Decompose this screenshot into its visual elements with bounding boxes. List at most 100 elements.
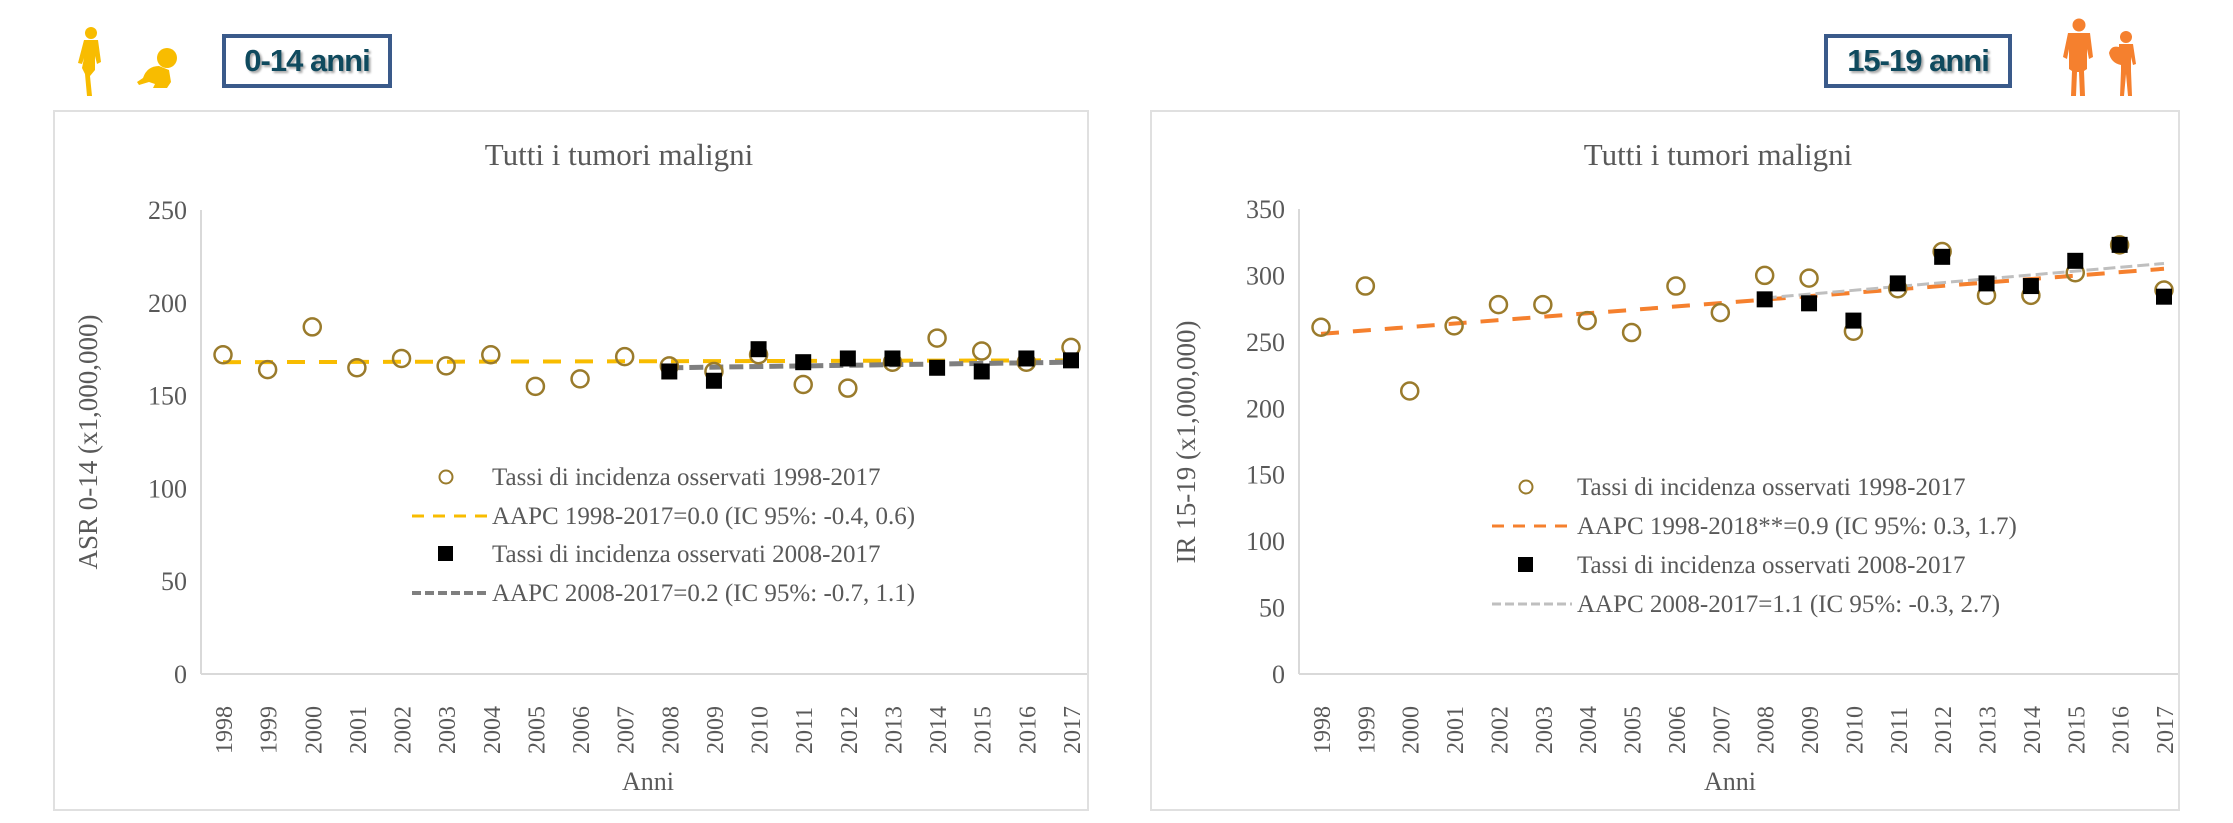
data-point-circle xyxy=(1577,310,1597,331)
data-point-circle xyxy=(838,378,858,398)
data-point-circle xyxy=(1710,302,1731,323)
x-axis-label: Anni xyxy=(622,767,674,796)
legend-label: Tassi di incidenza osservati 2008-2017 xyxy=(1577,552,1965,579)
legend-symbol-circle xyxy=(438,469,454,485)
x-tick-label: 2015 xyxy=(2064,706,2090,754)
x-tick-label: 2014 xyxy=(926,706,952,754)
data-point-circle xyxy=(1621,322,1642,343)
data-point-square xyxy=(1063,352,1079,369)
data-point-square xyxy=(795,354,812,371)
x-tick-label: 2001 xyxy=(1443,706,1469,754)
chart-frame-0-14: Tutti i tumori maligni ASR 0-14 (x1,000,… xyxy=(53,110,1089,811)
data-point-square xyxy=(1756,291,1773,308)
y-tick-label: 150 xyxy=(148,382,187,411)
data-point-square xyxy=(1889,275,1906,292)
data-point-square xyxy=(839,350,856,367)
child-walking-icon xyxy=(78,27,101,96)
data-point-circle xyxy=(971,341,992,361)
x-tick-label: 2009 xyxy=(703,706,729,754)
legend-label: Tassi di incidenza osservati 2008-2017 xyxy=(492,541,880,568)
y-tick-label: 300 xyxy=(1246,261,1285,290)
x-tick-label: 2011 xyxy=(1887,707,1913,754)
data-point-circle xyxy=(257,359,278,380)
x-tick-label: 2008 xyxy=(658,706,684,754)
data-point-circle xyxy=(1399,381,1420,401)
legend-symbol-square xyxy=(1518,557,1533,572)
y-tick-label: 50 xyxy=(161,567,187,596)
x-tick-label: 2013 xyxy=(1976,706,2002,754)
data-point-square xyxy=(2156,288,2172,305)
data-point-circle xyxy=(481,345,501,365)
x-tick-label: 2003 xyxy=(435,706,461,754)
y-tick-label: 100 xyxy=(148,474,187,503)
data-point-circle xyxy=(1754,265,1775,286)
x-tick-label: 2003 xyxy=(1532,706,1558,754)
data-point-circle xyxy=(391,348,412,369)
teen-girl-icon xyxy=(2109,31,2136,96)
legend-label: AAPC 2008-2017=1.1 (IC 95%: -0.3, 2.7) xyxy=(1577,591,2000,618)
x-tick-label: 2002 xyxy=(1487,706,1513,754)
x-tick-label: 2010 xyxy=(1842,706,1868,754)
legend-symbol-square xyxy=(438,546,453,561)
data-point-circle xyxy=(1799,268,1819,288)
x-tick-label: 2002 xyxy=(391,706,417,754)
legend-label: Tassi di incidenza osservati 1998-2017 xyxy=(492,464,880,491)
x-tick-label: 2007 xyxy=(614,706,640,754)
data-point-circle xyxy=(793,374,813,395)
data-point-circle xyxy=(1444,316,1464,336)
trend-line xyxy=(1764,261,2165,300)
data-point-square xyxy=(1801,295,1818,312)
trend-line xyxy=(669,359,1072,371)
x-tick-label: 2000 xyxy=(1399,706,1425,754)
data-point-square xyxy=(1018,350,1035,367)
chart-frame-15-19: Tutti i tumori maligni IR 15-19 (x1,000,… xyxy=(1150,110,2180,811)
y-tick-label: 250 xyxy=(1246,328,1285,357)
data-point-square xyxy=(2022,278,2039,295)
x-tick-label: 2017 xyxy=(1060,706,1086,754)
chart-0-14: Tutti i tumori maligni ASR 0-14 (x1,000,… xyxy=(73,137,1087,796)
x-tick-label: 2010 xyxy=(748,706,774,754)
x-tick-label: 1999 xyxy=(1354,706,1380,754)
data-point-circle xyxy=(570,369,590,389)
x-tick-label: 2012 xyxy=(1931,706,1957,754)
x-tick-label: 2016 xyxy=(1015,706,1041,754)
x-tick-label: 2015 xyxy=(971,706,997,754)
x-tick-label: 2001 xyxy=(346,706,372,754)
x-tick-label: 2006 xyxy=(569,706,595,754)
y-tick-label: 0 xyxy=(174,660,187,689)
x-tick-label: 2017 xyxy=(2153,706,2178,754)
x-tick-label: 2016 xyxy=(2109,706,2135,754)
data-point-circle xyxy=(525,376,546,397)
legend-label: AAPC 1998-2017=0.0 (IC 95%: -0.4, 0.6) xyxy=(492,503,915,530)
data-point-circle xyxy=(1355,276,1376,296)
teen-boy-icon xyxy=(2063,18,2093,96)
data-point-square xyxy=(884,350,901,367)
data-point-square xyxy=(973,363,990,380)
y-tick-label: 200 xyxy=(1246,394,1285,423)
y-tick-label: 150 xyxy=(1246,461,1285,490)
y-tick-label: 200 xyxy=(148,289,187,318)
age-group-badge-0-14: 0-14 anni xyxy=(222,34,392,88)
data-point-circle xyxy=(2109,235,2130,255)
x-tick-label: 2011 xyxy=(792,707,818,754)
x-tick-label: 2009 xyxy=(1798,706,1824,754)
chart-title: Tutti i tumori maligni xyxy=(1584,137,1853,172)
data-point-circle xyxy=(1533,294,1553,315)
y-tick-label: 100 xyxy=(1246,527,1285,556)
x-tick-label: 2004 xyxy=(1576,706,1602,754)
age-group-badge-15-19: 15-19 anni xyxy=(1824,34,2012,88)
chart-title: Tutti i tumori maligni xyxy=(485,137,754,172)
y-tick-label: 50 xyxy=(1259,594,1285,623)
y-tick-label: 250 xyxy=(148,196,187,225)
x-tick-label: 1998 xyxy=(1310,706,1336,754)
x-tick-label: 2004 xyxy=(480,706,506,754)
data-point-square xyxy=(750,341,767,358)
data-point-circle xyxy=(302,317,323,337)
data-point-circle xyxy=(614,346,635,367)
x-axis-label: Anni xyxy=(1704,767,1756,796)
x-tick-label: 2007 xyxy=(1709,706,1735,754)
legend-label: AAPC 2008-2017=0.2 (IC 95%: -0.7, 1.1) xyxy=(492,580,915,607)
y-axis-label: ASR 0-14 (x1,000,000) xyxy=(73,315,103,570)
x-tick-label: 2013 xyxy=(881,706,907,754)
x-tick-label: 2008 xyxy=(1754,706,1780,754)
